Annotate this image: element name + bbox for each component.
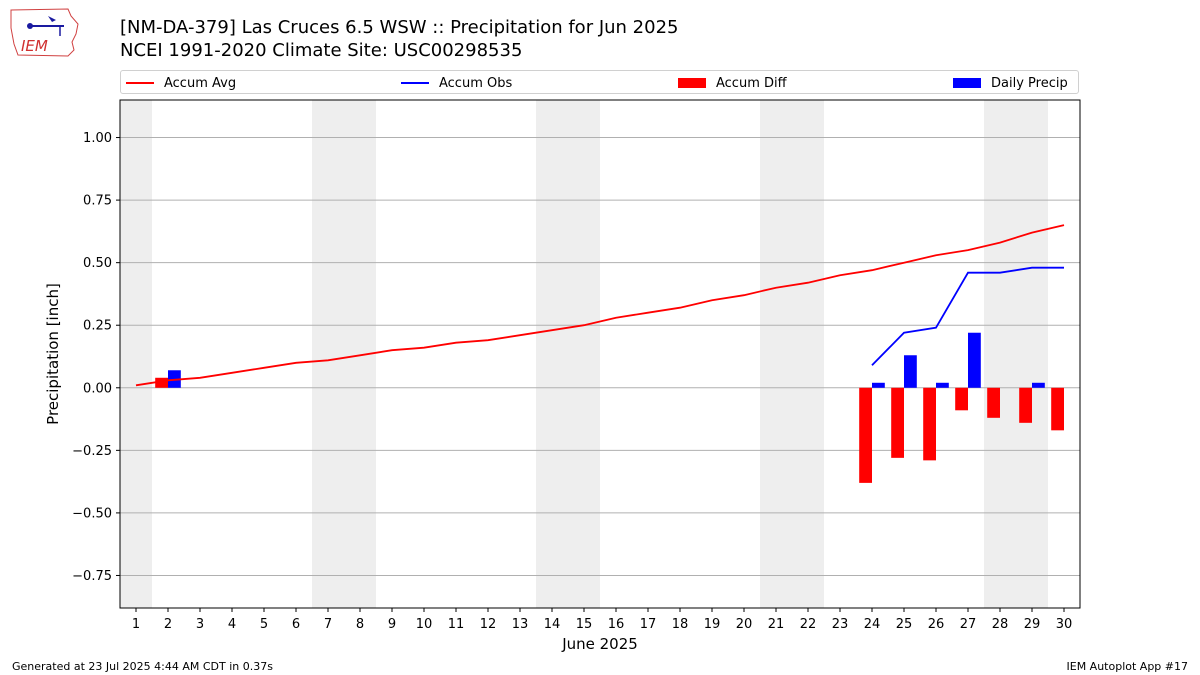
- y-tick-label: 0.75: [83, 194, 112, 209]
- x-tick-label: 2: [164, 617, 172, 632]
- weekend-band: [536, 100, 568, 608]
- accum-diff-bar: [891, 387, 904, 458]
- y-axis: −0.75 −0.50 −0.25 0.00 0.25 0.50 0.75 1.00: [72, 131, 120, 584]
- weekend-band: [312, 100, 344, 608]
- legend-label-accum-avg: Accum Avg: [164, 75, 237, 91]
- accum-avg-line: [135, 224, 1065, 387]
- x-tick-label: 14: [544, 617, 561, 632]
- y-tick-label: 0.50: [83, 256, 112, 271]
- daily-precip-bar: [936, 382, 949, 388]
- accum-diff-bar: [923, 387, 936, 461]
- legend-swatch-accum-obs: [401, 82, 429, 84]
- x-tick-label: 17: [640, 617, 657, 632]
- x-tick-label: 22: [800, 617, 817, 632]
- x-tick-label: 16: [608, 617, 625, 632]
- legend: Accum Avg Accum Obs Accum Diff Daily Pre…: [120, 70, 1079, 94]
- x-tick-label: 21: [768, 617, 785, 632]
- y-tick-label: 1.00: [83, 131, 112, 146]
- weekend-band: [1016, 100, 1048, 608]
- x-tick-label: 15: [576, 617, 593, 632]
- daily-precip-bar: [872, 382, 885, 388]
- y-gridlines: [120, 137, 1080, 576]
- x-tick-label: 13: [512, 617, 529, 632]
- accum-diff-bar: [955, 387, 968, 411]
- logo-text: IEM: [21, 37, 48, 55]
- x-axis: 1 2 3 4 5 6 7 8 9 10 11 12 13 14 15 16 17 18 19 20 21 22 23 24 2…: [132, 608, 1072, 632]
- y-tick-label: 0.00: [83, 381, 112, 396]
- y-axis-label: Precipitation [inch]: [44, 283, 62, 425]
- weekend-bands: [120, 100, 1048, 608]
- y-tick-label: −0.25: [72, 444, 112, 459]
- x-tick-label: 5: [260, 617, 268, 632]
- accum-diff-bar: [1051, 387, 1064, 431]
- x-tick-label: 30: [1056, 617, 1073, 632]
- x-tick-label: 6: [292, 617, 300, 632]
- x-tick-label: 9: [388, 617, 396, 632]
- legend-item-accum-avg: Accum Avg: [126, 74, 236, 92]
- x-tick-label: 28: [992, 617, 1009, 632]
- accum-obs-line: [871, 266, 1064, 366]
- legend-item-daily-precip: Daily Precip: [953, 74, 1068, 92]
- footer-generated-text: Generated at 23 Jul 2025 4:44 AM CDT in …: [12, 660, 273, 673]
- x-tick-label: 12: [480, 617, 497, 632]
- plot-frame: [119, 99, 1081, 609]
- legend-item-accum-diff: Accum Diff: [678, 74, 787, 92]
- x-tick-label: 7: [324, 617, 332, 632]
- accum-diff-bar: [859, 387, 872, 483]
- x-tick-label: 3: [196, 617, 204, 632]
- legend-swatch-daily-precip: [953, 78, 981, 88]
- accum-diff-bar: [155, 377, 168, 388]
- weekend-band: [568, 100, 600, 608]
- x-tick-label: 25: [896, 617, 913, 632]
- iem-logo: IEM: [8, 6, 82, 62]
- x-tick-label: 4: [228, 617, 236, 632]
- footer-app-text: IEM Autoplot App #17: [1066, 660, 1189, 673]
- y-tick-label: −0.75: [72, 569, 112, 584]
- legend-swatch-accum-diff: [678, 78, 706, 88]
- weekend-band: [120, 100, 152, 608]
- x-tick-label: 10: [416, 617, 433, 632]
- line-series: [135, 224, 1065, 387]
- x-tick-label: 8: [356, 617, 364, 632]
- legend-item-accum-obs: Accum Obs: [401, 74, 512, 92]
- iowa-map-icon: IEM: [10, 8, 79, 57]
- daily-precip-bar: [904, 355, 917, 388]
- y-tick-label: −0.50: [72, 506, 112, 521]
- x-axis-label: June 2025: [561, 635, 638, 653]
- x-tick-label: 24: [864, 617, 881, 632]
- x-tick-label: 27: [960, 617, 977, 632]
- x-tick-label: 29: [1024, 617, 1041, 632]
- weekend-band: [792, 100, 824, 608]
- legend-label-daily-precip: Daily Precip: [991, 75, 1068, 91]
- x-tick-label: 23: [832, 617, 849, 632]
- x-tick-label: 26: [928, 617, 945, 632]
- daily-precip-bar: [1032, 382, 1045, 388]
- accum-diff-bar: [987, 387, 1000, 418]
- x-tick-label: 1: [132, 617, 140, 632]
- weekend-band: [760, 100, 792, 608]
- chart-subtitle: NCEI 1991-2020 Climate Site: USC00298535: [120, 40, 523, 61]
- legend-swatch-accum-avg: [126, 82, 154, 84]
- x-tick-label: 11: [448, 617, 465, 632]
- y-tick-label: 0.25: [83, 319, 112, 334]
- x-tick-label: 19: [704, 617, 721, 632]
- accum-diff-bar: [1019, 387, 1032, 423]
- legend-label-accum-diff: Accum Diff: [716, 75, 787, 91]
- x-tick-label: 18: [672, 617, 689, 632]
- weekend-band: [984, 100, 1016, 608]
- x-tick-label: 20: [736, 617, 753, 632]
- bar-series: [155, 332, 1064, 483]
- daily-precip-bar: [968, 332, 981, 388]
- legend-label-accum-obs: Accum Obs: [439, 75, 513, 91]
- chart-title: [NM-DA-379] Las Cruces 6.5 WSW :: Precip…: [120, 17, 679, 38]
